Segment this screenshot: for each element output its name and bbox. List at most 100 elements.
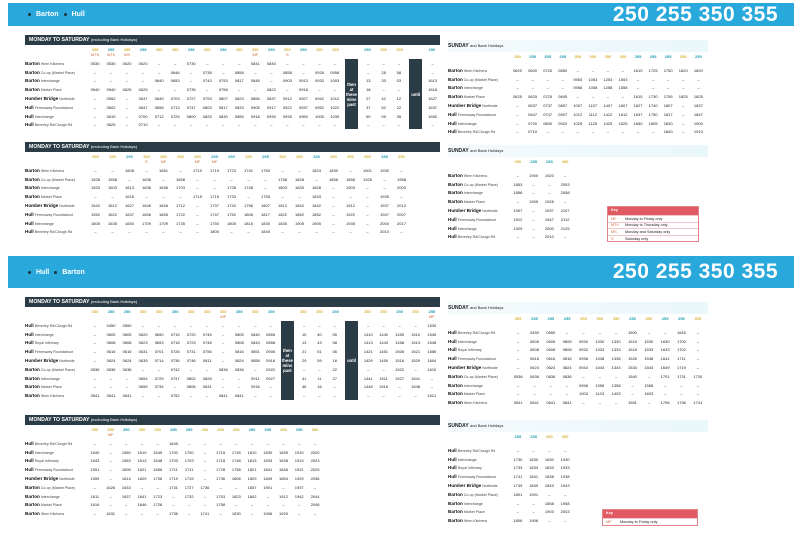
time-cell: 0654 [138,375,148,381]
time-cell: 0725 [170,113,180,119]
time-cell: – [222,331,225,337]
stop-header [448,314,510,328]
time-cell: 0830 [218,113,228,119]
time-cell: – [250,511,254,517]
route-number: 255 [559,54,567,59]
route-header: 350 [135,307,151,321]
route-number: 255 [529,54,536,59]
route-header: 350 [376,45,392,59]
time-cell: – [682,129,685,135]
time-cell: 0605 [106,331,116,337]
time-cell: – [332,220,335,226]
time-cell: – [93,78,97,84]
time-cell: 1534 [628,365,637,371]
time-cell: 1820 [678,67,688,73]
route-header: 350 [676,52,691,66]
time-cell: 1615 [633,94,643,100]
stop-name: Barton Market Place [25,192,87,201]
route-header: 255 [103,307,119,321]
time-cell: 0636 [546,373,556,379]
time-cell: – [111,229,114,235]
route-header: 350 [87,152,104,166]
time-cell: 0758 [218,87,228,93]
time-cell: 1958 [560,500,570,506]
route-number: 350 [280,427,287,432]
time-cell: 0715 [170,331,180,337]
time-cell: – [664,391,667,397]
stop-header [448,52,510,66]
time-cell: – [532,234,535,240]
time-cell: – [93,375,97,381]
time-cell: 0616 [106,349,116,355]
time-cell: 0624 [530,365,539,371]
stop-town: Hull [25,322,34,328]
stop-row: Barton Co-op (Market Place) –1626 1633– –17… [25,483,323,492]
route-number: 350 [203,309,211,314]
stop-town: Barton [448,509,463,515]
time-cell: – [582,329,585,335]
stop-detail: Co-op (Market Place) [40,367,75,372]
time-cell: 0736 [170,358,180,364]
time-cell: 0535 [106,60,116,66]
time-cell: 1750 [648,111,658,117]
time-cell: – [158,322,161,328]
time-cell: – [125,113,129,119]
stop-row: Hull Interchange 1730 1830 1830 1930 [448,455,573,464]
time-cell: 1553 [618,76,628,82]
time-cell: – [431,60,434,66]
time-cell: 0650 [154,331,164,337]
stop-detail: Ferensway Roundabout [457,475,496,480]
stop-name: Barton Wren Kitchens [448,171,510,180]
time-cell: 1755 [663,94,673,100]
time-cell: 2007 [397,211,406,217]
direction: Barton Hull [28,11,85,18]
time-cell: – [366,203,369,209]
route-header: 350 [360,307,376,321]
time-cell: 1610 [137,449,147,455]
time-cell: 0841 [234,393,244,399]
time-cell: 1621 [427,393,437,399]
time-cell: 0958 [330,69,340,75]
stop-town: Hull [448,216,457,222]
time-cell: 1528 [91,176,100,182]
time-cell: – [382,60,385,66]
time-cell: 0858 [234,69,244,75]
time-cell: 0450 [530,329,539,335]
time-cell: 1901 [363,167,372,173]
panel-mon-sat-outbound-1: MONDAY TO SATURDAY (excluding Bank Holid… [25,35,440,130]
time-cell: – [270,69,273,75]
time-cell: – [196,211,199,217]
time-cell: 1646 [142,203,151,209]
until-label: until [406,59,426,130]
time-cell: 0710 [138,122,148,128]
stop-town: Hull [448,338,457,344]
time-cell: 1529 [411,358,421,364]
route-header: 250 [215,45,231,59]
time-cell: 0535 [90,60,100,66]
route-number: 255 [514,434,522,439]
stop-row: Barton Co-op (Market Place) – – – –0953 1053 1… [448,75,706,84]
stop-name: Barton Co-op (Market Place) [25,365,87,374]
stop-detail: Beverley Rd/Clough Rd [34,441,73,446]
time-cell: 1558 [618,85,628,91]
header-row: 355 MTh 255 MTh 355 MS 255 350 350 255 350 250 350 35… [25,45,440,59]
time-cell: 1912 [279,493,288,499]
time-cell: – [682,103,685,109]
time-cell: – [349,229,352,235]
time-cell: – [156,440,159,446]
time-cell: 0620 [138,331,148,337]
time-cell: – [302,60,305,66]
time-cell: – [516,85,519,91]
time-cell: 1858 [346,176,355,182]
stop-name: Hull Ferensway Roundabout [25,465,87,474]
time-cell: – [203,458,206,464]
time-cell: – [564,234,567,240]
stop-name: Hull Ferensway Roundabout [448,472,510,481]
route-header: 255 [624,314,640,328]
time-cell: 1722 [176,211,185,217]
time-cell: 1645 [169,440,178,446]
time-cell: 2023 [310,458,320,464]
time-cell: 2029 [310,467,320,473]
time-cell: 0624 [106,358,116,364]
route-header: 350 [608,314,624,328]
